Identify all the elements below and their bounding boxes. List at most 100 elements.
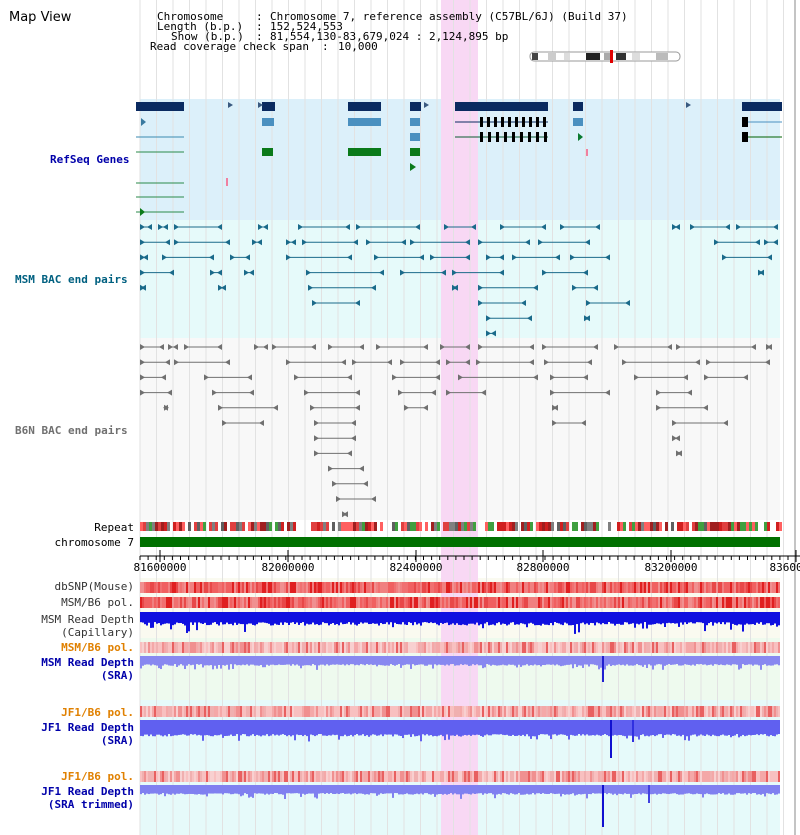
strip-cell (182, 597, 184, 608)
bac-end (656, 404, 661, 411)
depth-bar (290, 612, 292, 623)
depth-bar (364, 785, 366, 795)
strip-cell (542, 642, 544, 653)
strip-cell (236, 771, 238, 782)
strip-cell (172, 706, 174, 717)
strip-cell (162, 597, 164, 608)
depth-bar (258, 720, 260, 736)
strip-cell (462, 706, 464, 717)
strip-cell (462, 597, 464, 608)
depth-bar (202, 785, 204, 795)
strip-cell (180, 597, 182, 608)
strip-cell (614, 642, 616, 653)
strip-cell (438, 642, 440, 653)
strip-cell (278, 597, 280, 608)
track-label-msm-bac[interactable]: MSM BAC end pairs (15, 273, 128, 286)
strip-cell (570, 642, 572, 653)
strip-cell (428, 597, 430, 608)
track-label-refseq[interactable]: RefSeq Genes (50, 153, 130, 166)
depth-bar (294, 612, 296, 625)
depth-bar (588, 720, 590, 736)
depth-bar (208, 612, 210, 626)
strip-cell (664, 706, 666, 717)
strip-cell (498, 642, 500, 653)
track-label-b6n-bac[interactable]: B6N BAC end pairs (15, 424, 128, 437)
depth-bar (264, 656, 266, 668)
depth-bar (386, 720, 388, 735)
depth-bar (148, 656, 150, 665)
repeat-mark (350, 522, 353, 531)
depth-bar (646, 785, 648, 795)
depth-bar (504, 785, 506, 794)
strip-cell (144, 582, 146, 593)
strip-cell (740, 582, 742, 593)
track-label-dbsnp[interactable]: dbSNP(Mouse) (54, 580, 134, 593)
strip-cell (656, 706, 658, 717)
depth-bar (600, 720, 602, 736)
depth-bar (390, 656, 392, 665)
strip-cell (670, 706, 672, 717)
strip-cell (668, 706, 670, 717)
strip-cell (432, 582, 434, 593)
strip-cell (688, 706, 690, 717)
depth-bar (500, 612, 502, 625)
depth-bar (404, 785, 406, 795)
strip-cell (334, 642, 336, 653)
depth-bar (516, 720, 518, 736)
track-label-jf1-depth-sra[interactable]: JF1 Read Depth (SRA) (41, 721, 134, 747)
depth-bar (578, 656, 580, 666)
strip-cell (542, 582, 544, 593)
depth-bar (320, 720, 322, 735)
track-label-msm-depth-sra[interactable]: MSM Read Depth (SRA) (41, 656, 134, 682)
depth-bar (550, 720, 552, 740)
track-label-msm-b6-pol[interactable]: MSM/B6 pol. (61, 596, 134, 609)
depth-bar (706, 720, 708, 735)
bac-end (676, 344, 681, 350)
depth-bar (238, 612, 240, 624)
strip-cell (434, 642, 436, 653)
track-label-jf1-b6-pol[interactable]: JF1/B6 pol. (61, 706, 134, 719)
repeat-mark (656, 522, 659, 531)
depth-bar (566, 656, 568, 665)
repeat-mark (593, 522, 596, 531)
depth-bar (230, 656, 232, 665)
strip-cell (706, 597, 708, 608)
track-label-jf1-b6-pol-2[interactable]: JF1/B6 pol. (61, 770, 134, 783)
depth-bar (568, 656, 570, 665)
strip-cell (640, 597, 642, 608)
strip-cell (492, 771, 494, 782)
depth-bar (668, 656, 670, 665)
depth-bar (468, 656, 470, 666)
strip-cell (576, 582, 578, 593)
depth-bar (566, 612, 568, 624)
strip-cell (178, 706, 180, 717)
strip-cell (348, 771, 350, 782)
depth-bar (396, 785, 398, 794)
strip-cell (770, 597, 772, 608)
strip-cell (746, 582, 748, 593)
track-label-repeat[interactable]: Repeat (94, 521, 134, 534)
depth-bar (268, 785, 270, 795)
strip-cell (632, 582, 634, 593)
track-label-jf1-depth-trimmed[interactable]: JF1 Read Depth (SRA trimmed) (41, 785, 134, 811)
strip-cell (384, 771, 386, 782)
strip-cell (524, 771, 526, 782)
strip-cell (652, 642, 654, 653)
track-label-msm-b6-pol-2[interactable]: MSM/B6 pol. (61, 641, 134, 654)
track-label-chromosome[interactable]: chromosome 7 (54, 536, 134, 549)
depth-bar (506, 656, 508, 666)
strip-cell (744, 597, 746, 608)
depth-bar (596, 612, 598, 623)
depth-bar (150, 785, 152, 794)
strip-cell (320, 771, 322, 782)
track-label-msm-depth-capillary[interactable]: MSM Read Depth (Capillary) (41, 613, 134, 639)
depth-bar (764, 720, 766, 735)
strip-cell (594, 771, 596, 782)
strip-cell (186, 706, 188, 717)
strip-cell (630, 582, 632, 593)
depth-bar (624, 656, 626, 666)
bac-end (423, 404, 428, 411)
depth-bar (704, 785, 706, 795)
strip-cell (376, 597, 378, 608)
depth-bar (214, 612, 216, 623)
